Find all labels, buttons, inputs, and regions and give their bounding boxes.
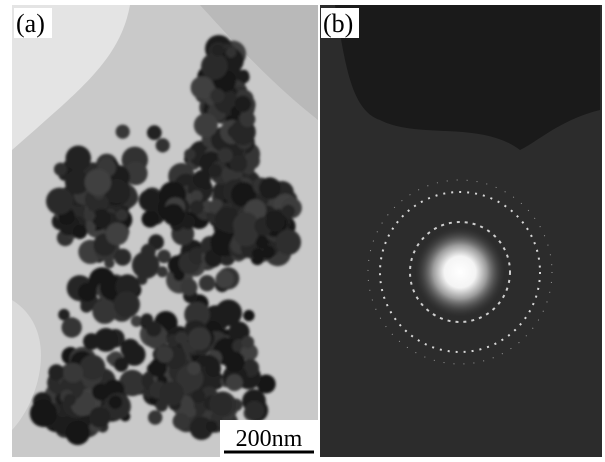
particle (240, 112, 256, 128)
particle (206, 421, 218, 433)
particle (142, 210, 159, 227)
particle (116, 125, 130, 139)
particle (276, 229, 302, 255)
particle (157, 250, 171, 264)
particle (226, 374, 243, 391)
particle (92, 299, 117, 324)
particle (63, 363, 83, 383)
particle (89, 407, 110, 428)
particle (163, 204, 185, 226)
particle (157, 266, 168, 277)
panel-label: (b) (323, 9, 353, 38)
particle (173, 413, 190, 430)
particle (212, 44, 224, 56)
figure: (a) (b) 200nm (0, 0, 605, 462)
particle (132, 251, 160, 279)
particle (156, 138, 170, 152)
particle (201, 53, 228, 80)
particle (252, 248, 263, 259)
particle (64, 394, 76, 406)
particle (92, 209, 111, 228)
panel-b (320, 5, 602, 457)
particle (109, 395, 123, 409)
particle (78, 283, 97, 302)
particle (235, 96, 252, 113)
particle (194, 113, 218, 137)
particle (66, 421, 90, 445)
particle (211, 394, 233, 416)
particle (114, 291, 140, 317)
particle (206, 362, 221, 377)
particle (83, 333, 100, 350)
particle (54, 163, 67, 176)
particle (256, 236, 268, 248)
particle (210, 89, 225, 104)
particle (123, 343, 145, 365)
particle (226, 47, 237, 58)
particle (259, 177, 281, 199)
particle (243, 310, 254, 321)
particle (208, 164, 221, 177)
particle (84, 210, 95, 221)
particle (184, 149, 196, 161)
particle (175, 331, 188, 344)
particle (106, 223, 129, 246)
particle (148, 410, 162, 424)
particle (114, 249, 131, 266)
particle (224, 352, 245, 373)
particle (139, 189, 161, 211)
particle (187, 362, 200, 375)
particle (188, 327, 211, 350)
particle (181, 279, 198, 296)
particle (216, 270, 234, 288)
particle (66, 146, 92, 172)
particle (92, 383, 109, 400)
particle (30, 400, 57, 427)
particle (131, 316, 142, 327)
particle (48, 364, 64, 380)
particle (218, 148, 233, 163)
particle (266, 213, 285, 232)
panel-label: (a) (16, 9, 45, 38)
particle (159, 381, 184, 406)
particle (156, 346, 173, 363)
particle (80, 300, 92, 312)
particle (85, 169, 112, 196)
page: (a) (b) 200nm (() => { const data = JSON… (0, 0, 605, 462)
particle (245, 401, 264, 420)
scale-bar-label: 200nm (236, 426, 303, 452)
particle (226, 306, 240, 320)
particle (147, 125, 162, 140)
central-beam (415, 227, 505, 317)
particle (61, 317, 81, 337)
particle (80, 355, 106, 381)
particle (146, 321, 162, 337)
particle (190, 200, 204, 214)
panel-a (12, 5, 318, 457)
particle (199, 275, 215, 291)
particle (46, 188, 73, 215)
particle (242, 336, 255, 349)
particle (201, 179, 211, 189)
particle (116, 209, 128, 221)
particle (73, 225, 87, 239)
particle (192, 390, 205, 403)
